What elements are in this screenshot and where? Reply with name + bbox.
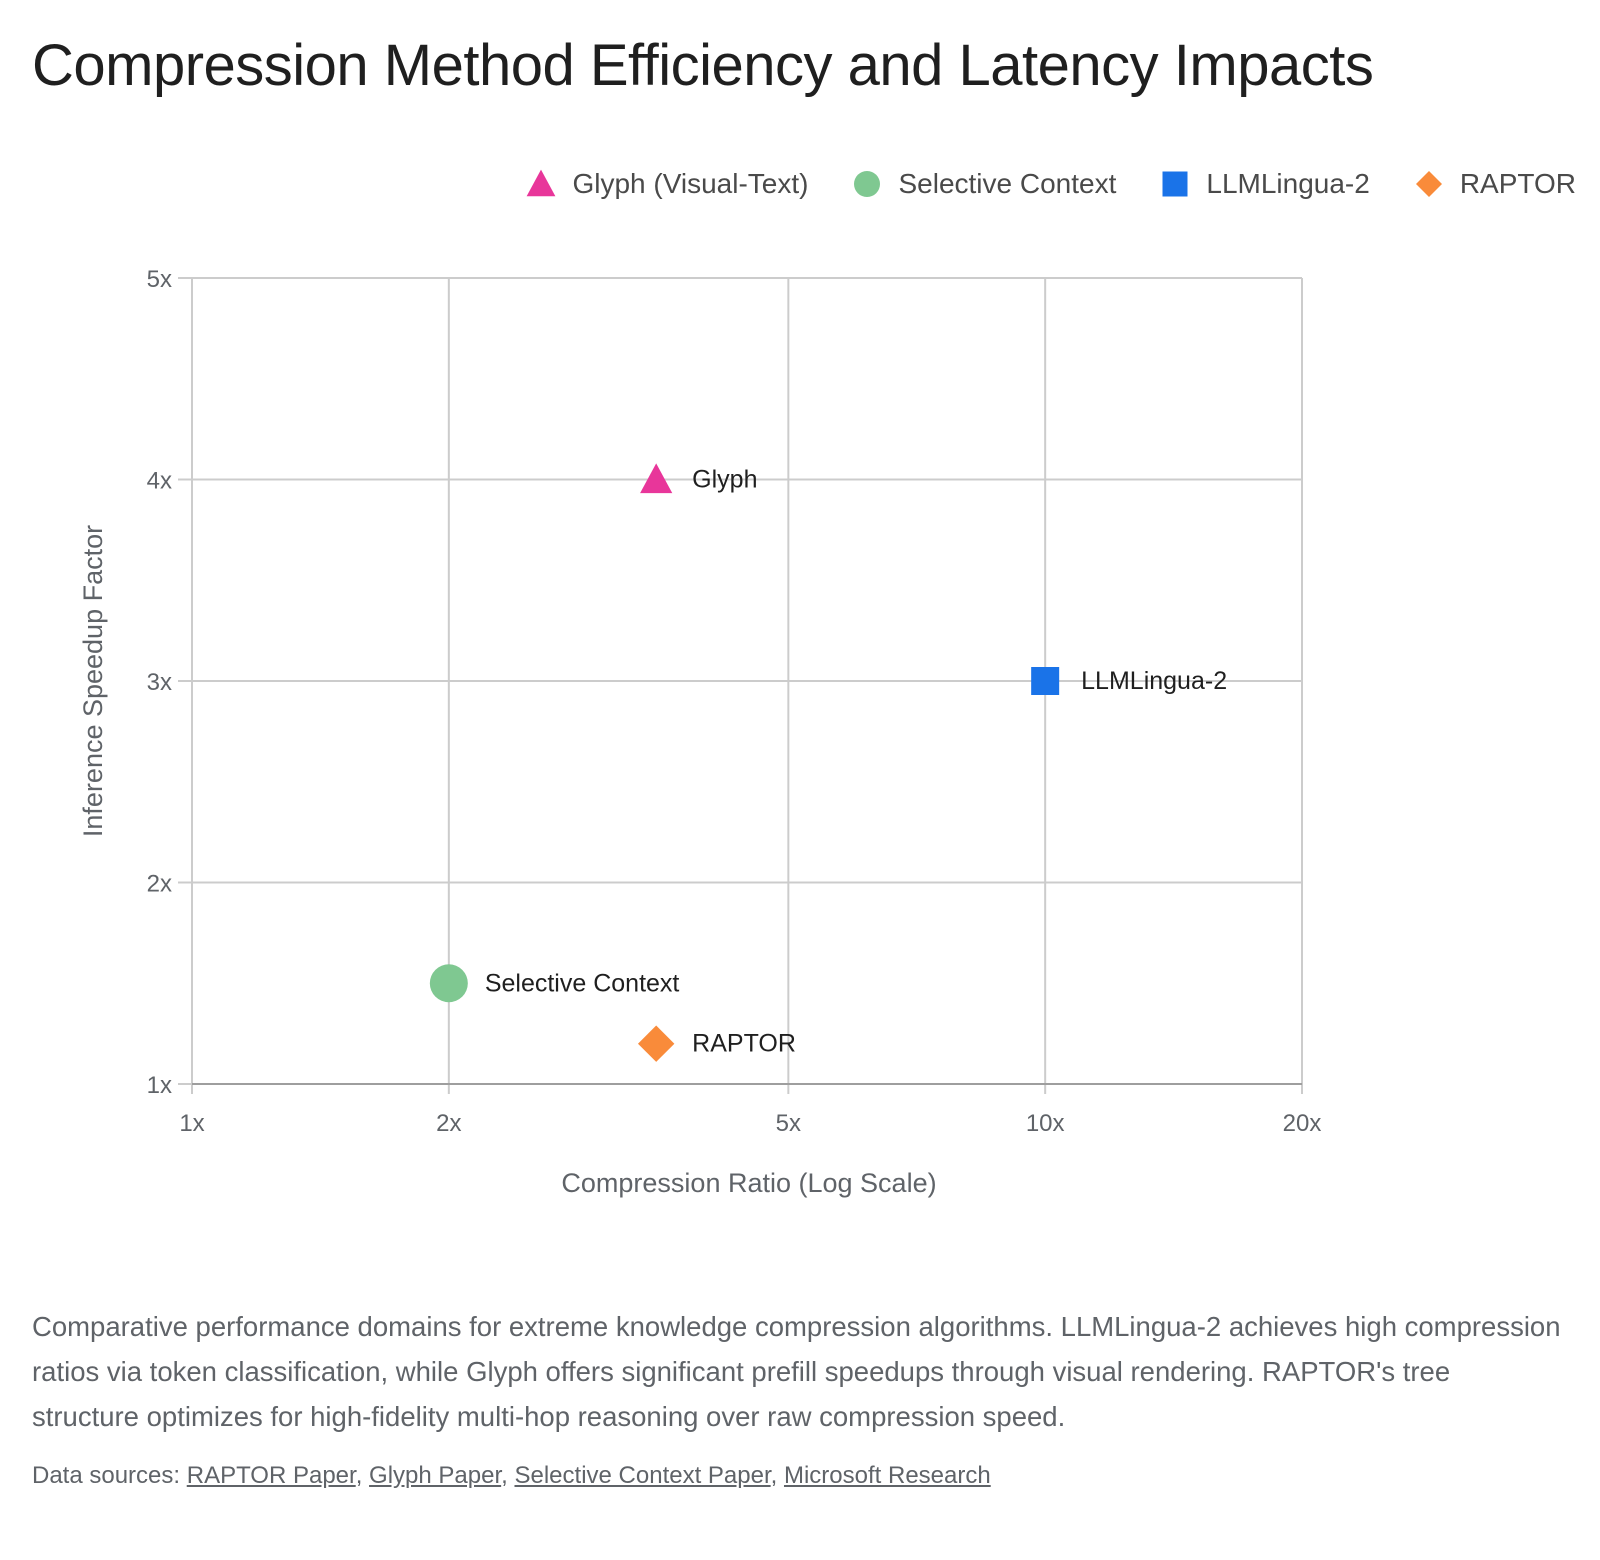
y-tick-label: 4x [147,468,172,495]
legend-marker-triangle-icon [527,169,556,197]
data-label: Selective Context [485,969,680,997]
square-icon [1162,171,1188,197]
data-point-raptor [637,1025,675,1062]
x-tick-label: 2x [436,1110,461,1137]
x-axis-label: Compression Ratio (Log Scale) [561,1168,936,1198]
y-tick-label: 1x [147,1072,172,1099]
sources-separator: , [770,1462,784,1489]
sources-separator: , [501,1462,515,1489]
chart-legend: Glyph (Visual-Text) Selective Context LLML… [526,168,1576,200]
legend-item-llmlingua-2[interactable]: LLMLingua-2 [1160,168,1370,200]
scatter-chart: 1x 2x 5x 10x 20x 1x 2x 3x 4x 5x Compression Ratio … [78,266,1322,1198]
triangle-icon [527,169,556,197]
data-sources: Data sources: RAPTOR Paper, Glyph Paper,… [32,1462,991,1490]
legend-item-glyph-visual-text[interactable]: Glyph (Visual-Text) [526,168,808,200]
legend-label: LLMLingua-2 [1206,168,1370,199]
legend-item-raptor[interactable]: RAPTOR [1414,168,1576,200]
data-point-selective-context [429,964,468,1003]
diamond-icon [1415,171,1442,197]
sources-prefix: Data sources: [32,1462,187,1489]
legend-label: Glyph (Visual-Text) [572,168,809,199]
x-tick-label: 20x [1283,1110,1322,1137]
data-point-llmlingua-2 [1031,667,1060,695]
x-tick-label: 10x [1026,1110,1065,1137]
data-label: RAPTOR [692,1030,796,1058]
legend-label: RAPTOR [1459,168,1576,199]
x-tick-label: 1x [179,1110,204,1137]
chart-caption: Comparative performance domains for extr… [32,1311,1561,1432]
legend-label: Selective Context [898,168,1117,199]
source-link-raptor-paper[interactable]: RAPTOR Paper [186,1462,356,1489]
y-axis-label: Inference Speedup Factor [78,525,108,837]
legend-marker-square-icon [1162,171,1188,197]
sources-separator: , [355,1462,370,1489]
source-link-glyph-paper[interactable]: Glyph Paper [369,1462,502,1489]
data-point-glyph [640,463,673,494]
legend-marker-diamond-icon [1415,171,1442,197]
page-title: Compression Method Efficiency and Latenc… [32,33,1374,98]
y-tick-label: 5x [147,266,172,293]
legend-marker-circle-icon [854,171,881,197]
legend-item-selective-context[interactable]: Selective Context [852,168,1116,200]
data-label: LLMLingua-2 [1081,667,1227,695]
source-link-selective-context-paper[interactable]: Selective Context Paper [514,1462,771,1489]
source-link-microsoft-research[interactable]: Microsoft Research [783,1462,991,1489]
chart-area: 1x 2x 5x 10x 20x 1x 2x 3x 4x 5x Compression Ratio … [0,250,1600,1240]
y-tick-label: 3x [147,669,172,696]
y-tick-label: 2x [147,871,172,898]
circle-icon [854,171,881,197]
data-label: Glyph [692,466,757,494]
x-tick-label: 5x [776,1110,801,1137]
